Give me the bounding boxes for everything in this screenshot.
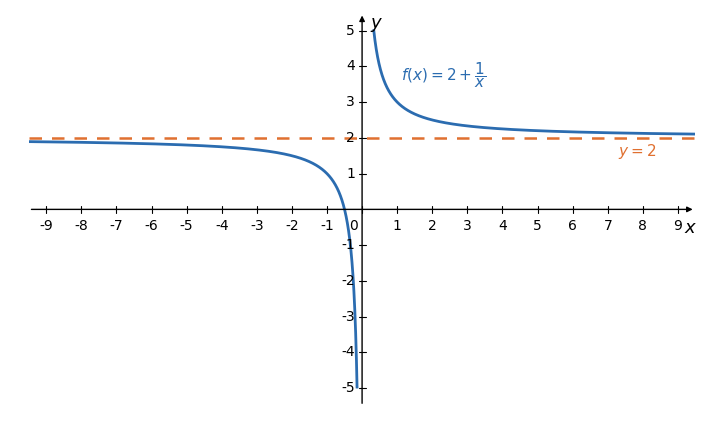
Text: 3: 3 xyxy=(346,95,355,109)
Text: 4: 4 xyxy=(346,59,355,73)
Text: -3: -3 xyxy=(250,220,264,233)
Text: $y$: $y$ xyxy=(370,16,383,34)
Text: -8: -8 xyxy=(75,220,88,233)
Text: 9: 9 xyxy=(673,220,683,233)
Text: 3: 3 xyxy=(463,220,472,233)
Text: 4: 4 xyxy=(498,220,507,233)
Text: 0: 0 xyxy=(349,220,358,233)
Text: 6: 6 xyxy=(568,220,577,233)
Text: 7: 7 xyxy=(604,220,612,233)
Text: -5: -5 xyxy=(180,220,194,233)
Text: -5: -5 xyxy=(341,381,355,395)
Text: $f(x) = 2 + \dfrac{1}{x}$: $f(x) = 2 + \dfrac{1}{x}$ xyxy=(401,60,486,90)
Text: 8: 8 xyxy=(638,220,647,233)
Text: 2: 2 xyxy=(346,131,355,145)
Text: 1: 1 xyxy=(346,167,355,181)
Text: -1: -1 xyxy=(320,220,334,233)
Text: -6: -6 xyxy=(145,220,158,233)
Text: 2: 2 xyxy=(428,220,437,233)
Text: -4: -4 xyxy=(215,220,229,233)
Text: -2: -2 xyxy=(285,220,299,233)
Text: 1: 1 xyxy=(393,220,402,233)
Text: -2: -2 xyxy=(341,274,355,288)
Text: -1: -1 xyxy=(341,238,355,252)
Text: -7: -7 xyxy=(110,220,123,233)
Text: 5: 5 xyxy=(346,24,355,38)
Text: -3: -3 xyxy=(341,310,355,324)
Text: -9: -9 xyxy=(39,220,53,233)
Text: 5: 5 xyxy=(533,220,542,233)
Text: $y = 2$: $y = 2$ xyxy=(618,142,657,161)
Text: -4: -4 xyxy=(341,346,355,360)
Text: $x$: $x$ xyxy=(683,220,697,237)
